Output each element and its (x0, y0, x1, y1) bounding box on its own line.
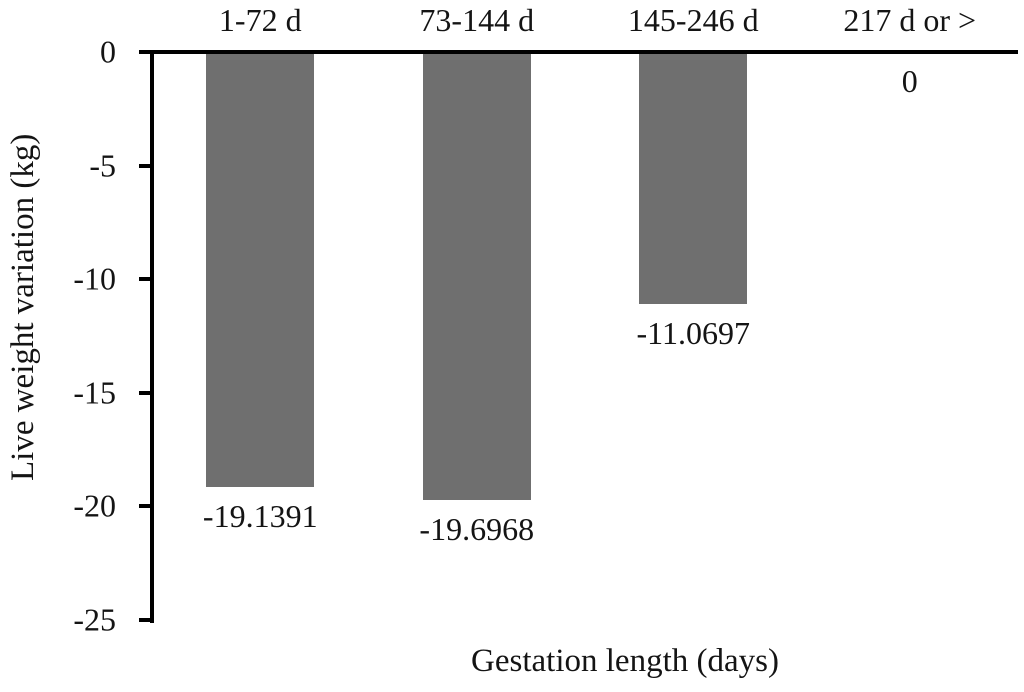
y-tick (139, 390, 152, 395)
y-tick-label: -5 (89, 146, 116, 183)
y-tick (139, 277, 152, 282)
category-label: 217 d or > (843, 2, 977, 38)
category-label: 145-246 d (627, 2, 759, 38)
bar-value-label: 0 (901, 63, 918, 99)
bar (422, 54, 531, 500)
y-tick (139, 618, 152, 622)
y-tick (139, 50, 152, 54)
y-tick (139, 504, 152, 509)
bar (206, 54, 315, 487)
y-tick-label: 0 (100, 33, 116, 70)
bar-value-label: -19.6968 (419, 511, 535, 547)
y-tick-label: -10 (73, 260, 116, 297)
bar-value-label: -11.0697 (636, 315, 750, 351)
x-axis-zero-line (139, 50, 1018, 54)
y-tick-label: -15 (73, 374, 116, 411)
bar-value-label: -19.1391 (202, 498, 318, 534)
y-tick (139, 163, 152, 168)
y-tick-label: -25 (73, 601, 116, 638)
category-label: 73-144 d (419, 2, 535, 38)
x-axis-title: Gestation length (days) (471, 643, 779, 679)
y-tick-label: -20 (73, 487, 116, 524)
bar (639, 54, 748, 304)
category-label: 1-72 d (218, 2, 302, 38)
y-axis-line (150, 50, 154, 623)
